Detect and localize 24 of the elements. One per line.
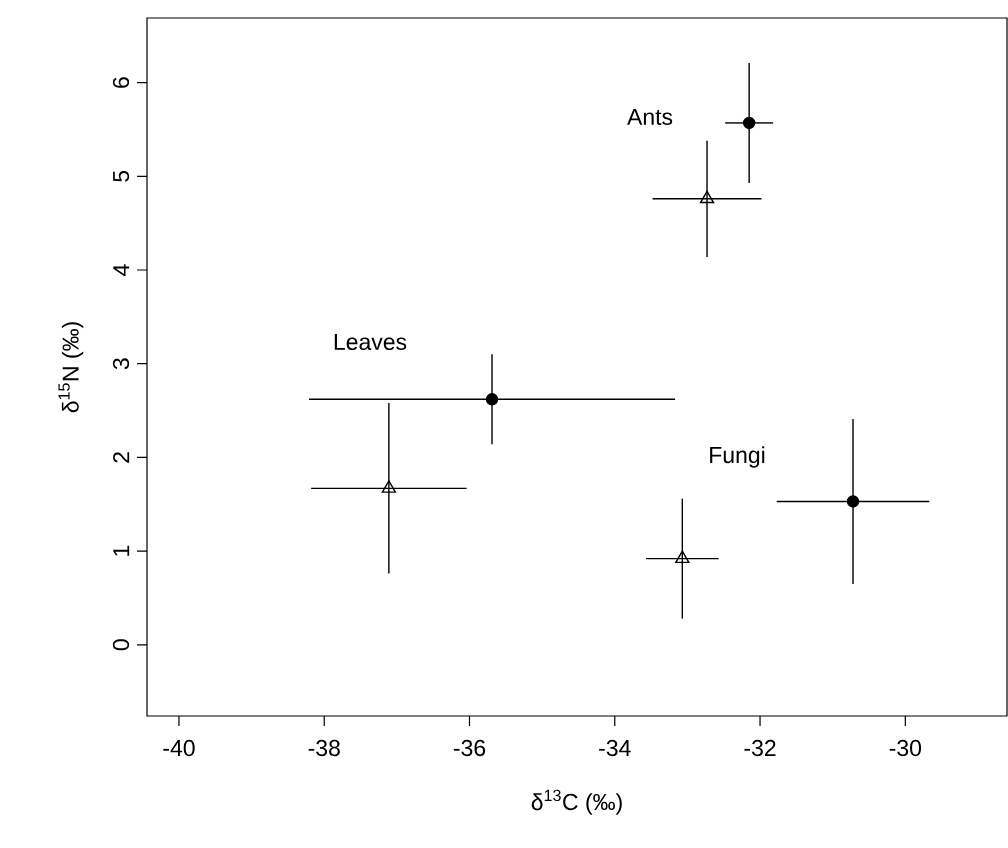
point (742, 116, 756, 130)
point (846, 495, 860, 508)
annotation: Ants (627, 108, 673, 126)
y-tick-label: 1 (113, 545, 130, 556)
point (381, 480, 397, 493)
x-tick-label: -38 (308, 739, 340, 757)
x-tick-label: -34 (599, 739, 631, 757)
y-tick-label: 0 (112, 639, 130, 651)
annotation: Leaves (334, 333, 407, 351)
point (485, 393, 499, 406)
point (675, 550, 690, 564)
x-tick-label: -40 (163, 739, 195, 757)
y-tick-label: 5 (113, 170, 130, 182)
point (699, 190, 715, 204)
annotation: Fungi (710, 446, 765, 468)
y-tick-label: 6 (112, 77, 130, 88)
x-axis-title: δ$^{13}$C (‰) (531, 789, 622, 815)
y-tick-label: 2 (113, 452, 130, 463)
x-tick-label: -30 (889, 739, 922, 757)
y-axis-title: δ$^{15}$N (‰) (58, 322, 84, 413)
y-tick-label: 3 (112, 358, 130, 370)
y-tick-label: 4 (113, 264, 130, 276)
x-tick-label: -36 (453, 739, 486, 757)
x-tick-label: -32 (744, 739, 776, 757)
